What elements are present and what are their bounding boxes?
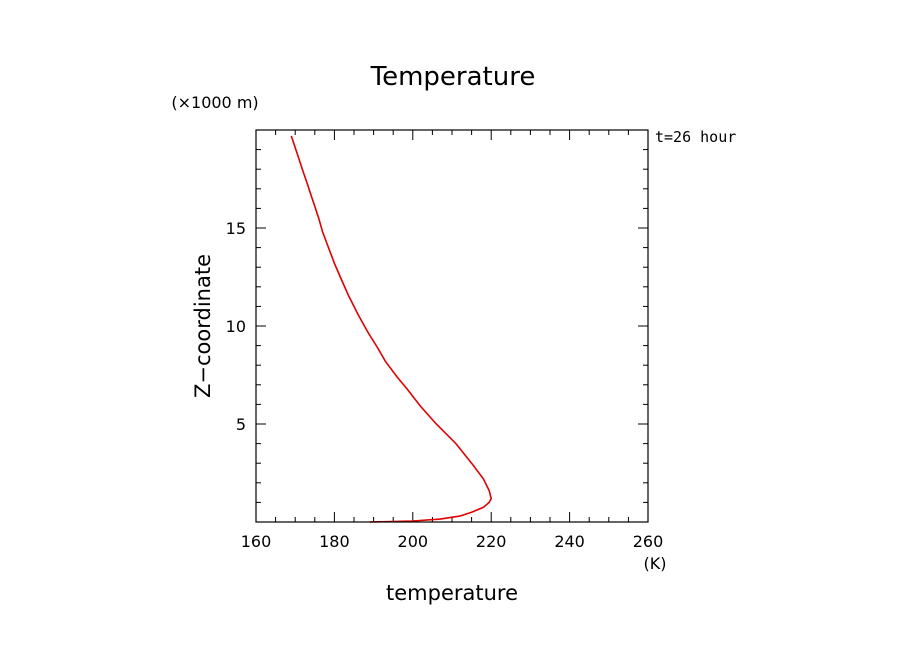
time-annotation: t=26 hour	[655, 128, 736, 146]
plot-frame	[255, 129, 649, 523]
chart-title: Temperature	[370, 62, 536, 92]
tick-labels: 160 180 200 220 240 260 5 10 15	[226, 219, 664, 551]
y-axis-unit: (×1000 m)	[171, 93, 258, 112]
y-axis-label: Z−coordinate	[191, 254, 215, 398]
y-tick-label: 10	[226, 317, 246, 336]
x-tick-label: 240	[554, 532, 585, 551]
x-axis-label: temperature	[386, 581, 518, 605]
x-axis-unit: (K)	[644, 554, 667, 573]
x-tick-label: 220	[476, 532, 507, 551]
y-tick-label: 15	[226, 219, 246, 238]
axis-ticks	[255, 130, 649, 522]
x-tick-label: 260	[633, 532, 664, 551]
series-line-temperature	[290, 135, 493, 523]
x-tick-label: 160	[241, 532, 272, 551]
x-tick-label: 200	[398, 532, 429, 551]
x-tick-label: 180	[319, 532, 350, 551]
y-tick-label: 5	[236, 415, 246, 434]
